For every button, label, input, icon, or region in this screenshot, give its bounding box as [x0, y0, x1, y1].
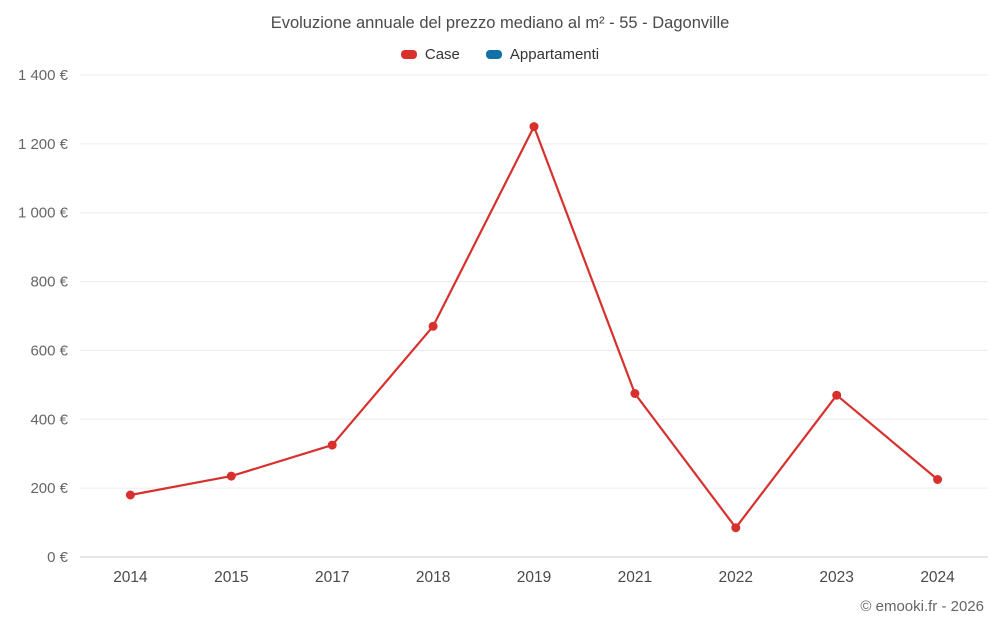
series-line-case — [129, 125, 939, 529]
data-point — [933, 475, 943, 484]
y-tick-label: 1 000 € — [18, 205, 69, 222]
data-point — [731, 523, 741, 533]
footer-credit: © emooki.fr - 2026 — [860, 598, 984, 615]
legend-swatch-appartamenti-icon — [485, 50, 502, 59]
x-tick-label: 2014 — [113, 569, 148, 586]
data-point — [529, 122, 539, 132]
legend-item-case[interactable]: Case — [400, 46, 460, 63]
x-tick-label: 2021 — [618, 569, 652, 586]
data-point — [832, 390, 842, 400]
y-tick-label: 0 € — [47, 549, 69, 566]
x-tick-label: 2018 — [416, 569, 450, 586]
y-tick-label: 1 200 € — [18, 136, 69, 153]
data-point — [630, 389, 640, 398]
y-tick-label: 800 € — [30, 274, 68, 291]
y-tick-label: 1 400 € — [18, 67, 69, 84]
data-point — [428, 321, 438, 331]
y-tick-label: 200 € — [30, 480, 68, 497]
x-tick-label: 2017 — [315, 569, 349, 586]
legend-label-case: Case — [424, 46, 460, 63]
x-tick-label: 2015 — [214, 569, 248, 586]
data-point — [327, 440, 337, 450]
data-point — [125, 490, 135, 500]
y-tick-label: 600 € — [30, 342, 68, 359]
x-tick-label: 2023 — [819, 569, 853, 586]
x-tick-label: 2024 — [920, 569, 955, 586]
x-tick-label: 2022 — [719, 569, 753, 586]
x-tick-label: 2019 — [517, 569, 551, 586]
legend: Case Appartamenti — [0, 46, 1000, 63]
y-tick-label: 400 € — [30, 411, 68, 428]
legend-label-appartamenti: Appartamenti — [509, 46, 600, 63]
chart-title: Evoluzione annuale del prezzo mediano al… — [270, 14, 730, 32]
data-point — [226, 471, 236, 481]
legend-swatch-case-icon — [400, 50, 417, 59]
legend-item-appartamenti[interactable]: Appartamenti — [485, 46, 600, 63]
